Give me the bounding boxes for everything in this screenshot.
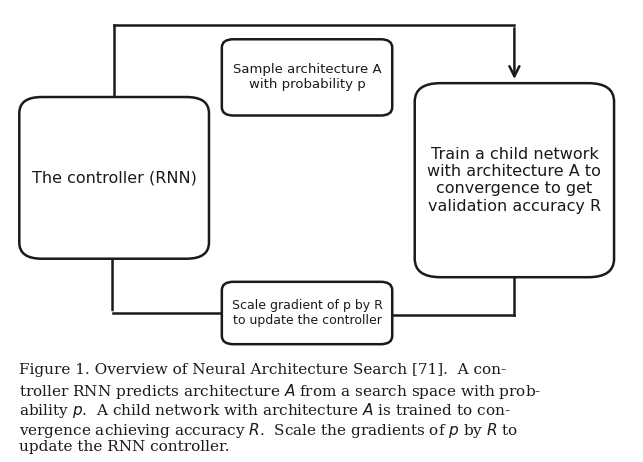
Text: vergence achieving accuracy $R$.  Scale the gradients of $p$ by $R$ to: vergence achieving accuracy $R$. Scale t… — [19, 421, 518, 440]
FancyBboxPatch shape — [415, 83, 614, 277]
Text: Sample architecture A
with probability p: Sample architecture A with probability p — [233, 63, 381, 91]
Text: Train a child network
with architecture A to
convergence to get
validation accur: Train a child network with architecture … — [428, 146, 601, 214]
Text: troller RNN predicts architecture $A$ from a search space with prob-: troller RNN predicts architecture $A$ fr… — [19, 382, 541, 401]
Text: update the RNN controller.: update the RNN controller. — [19, 440, 230, 454]
FancyBboxPatch shape — [222, 39, 392, 116]
Text: Figure 1. Overview of Neural Architecture Search [71].  A con-: Figure 1. Overview of Neural Architectur… — [19, 363, 507, 377]
Text: Scale gradient of p by R
to update the controller: Scale gradient of p by R to update the c… — [231, 299, 383, 327]
FancyBboxPatch shape — [19, 97, 209, 259]
Text: ability $p$.  A child network with architecture $A$ is trained to con-: ability $p$. A child network with archit… — [19, 401, 511, 420]
FancyBboxPatch shape — [222, 282, 392, 344]
Text: The controller (RNN): The controller (RNN) — [32, 170, 197, 185]
